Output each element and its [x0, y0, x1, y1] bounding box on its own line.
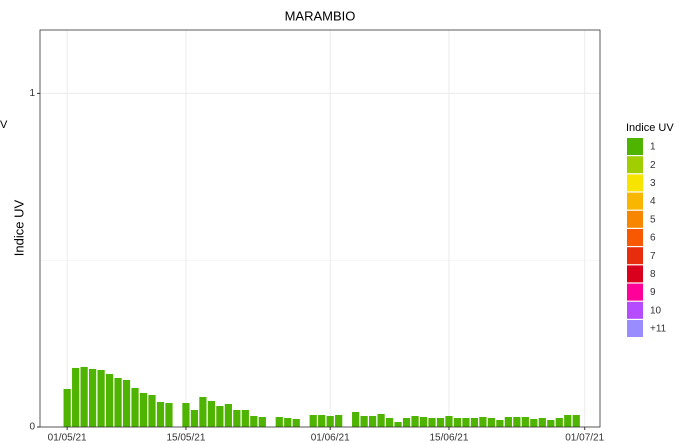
bar — [318, 414, 326, 427]
bar — [394, 421, 402, 427]
legend-label: 2 — [650, 160, 656, 171]
bar — [292, 418, 300, 427]
bar — [479, 416, 487, 427]
bar — [165, 402, 173, 427]
legend-label: 9 — [650, 287, 656, 298]
bar — [445, 415, 453, 427]
legend-key — [627, 229, 643, 246]
legend-key — [627, 174, 643, 192]
bar — [89, 368, 97, 427]
legend-key — [627, 247, 643, 265]
bar — [411, 415, 419, 427]
x-tick-label: 01/06/21 — [311, 433, 350, 444]
bar — [199, 396, 207, 427]
bar — [428, 417, 436, 427]
legend-key — [627, 192, 643, 210]
legend-label: 4 — [650, 196, 656, 207]
bar — [470, 417, 479, 427]
bar — [207, 400, 215, 427]
bar — [224, 403, 232, 427]
bar — [564, 414, 572, 427]
legend-label: 1 — [650, 142, 656, 153]
legend-key — [627, 320, 643, 337]
legend-label: 8 — [650, 269, 656, 280]
legend-label: +11 — [650, 324, 667, 335]
bar — [182, 402, 190, 427]
chart-title: MARAMBIO — [285, 8, 356, 23]
bar — [63, 388, 71, 427]
bar — [114, 377, 122, 427]
bar — [233, 409, 241, 427]
bar — [487, 417, 495, 427]
y-axis-title: Indice UV — [11, 199, 26, 256]
bar — [530, 418, 538, 427]
bar — [436, 417, 445, 427]
legend-key — [627, 210, 643, 228]
bar — [309, 414, 317, 427]
bar — [326, 415, 334, 427]
bar — [360, 415, 368, 427]
x-tick-label: 01/07/21 — [565, 433, 604, 444]
legend-key — [627, 265, 643, 283]
legend-label: 3 — [650, 178, 656, 189]
bar — [496, 419, 504, 427]
bar — [105, 373, 114, 427]
bar — [572, 414, 580, 427]
bar — [555, 417, 563, 427]
bar — [402, 417, 411, 427]
bar — [453, 417, 462, 427]
bar — [241, 409, 249, 427]
bar — [538, 417, 546, 427]
bar — [377, 413, 385, 427]
y-tick-label: 1 — [29, 88, 35, 99]
x-tick-label: 01/05/21 — [48, 433, 87, 444]
bar — [284, 417, 292, 427]
bar — [385, 417, 394, 427]
bar — [369, 415, 377, 427]
legend-label: 7 — [650, 251, 656, 262]
bar — [97, 369, 105, 427]
bar — [190, 409, 199, 427]
legend-label: 5 — [650, 214, 656, 225]
bar — [352, 411, 360, 427]
bar — [335, 414, 343, 427]
bar — [419, 416, 428, 427]
bar — [148, 394, 156, 427]
legend-label: 6 — [650, 233, 656, 244]
bar — [513, 416, 521, 427]
bar — [258, 416, 266, 427]
bar — [216, 405, 224, 427]
legend-key — [627, 301, 643, 319]
bar — [504, 416, 512, 427]
x-tick-label: 15/06/21 — [430, 433, 469, 444]
plot-border — [39, 29, 601, 428]
bar — [122, 379, 131, 427]
legend-label: 10 — [650, 305, 662, 316]
y-tick-label: 0 — [29, 422, 35, 433]
bar — [72, 367, 80, 427]
legend-key — [627, 138, 643, 155]
bar — [275, 416, 283, 427]
bar — [547, 419, 555, 427]
bar — [156, 401, 165, 427]
annotation: V — [0, 119, 8, 131]
bar — [250, 415, 258, 427]
bar — [139, 392, 148, 427]
legend-title: Indice UV — [626, 122, 674, 134]
bar — [131, 387, 139, 427]
legend-key — [627, 156, 643, 174]
bar — [462, 417, 470, 427]
x-tick-label: 15/05/21 — [166, 433, 205, 444]
legend-key — [627, 283, 643, 301]
bar — [80, 366, 88, 427]
bar — [521, 416, 529, 427]
